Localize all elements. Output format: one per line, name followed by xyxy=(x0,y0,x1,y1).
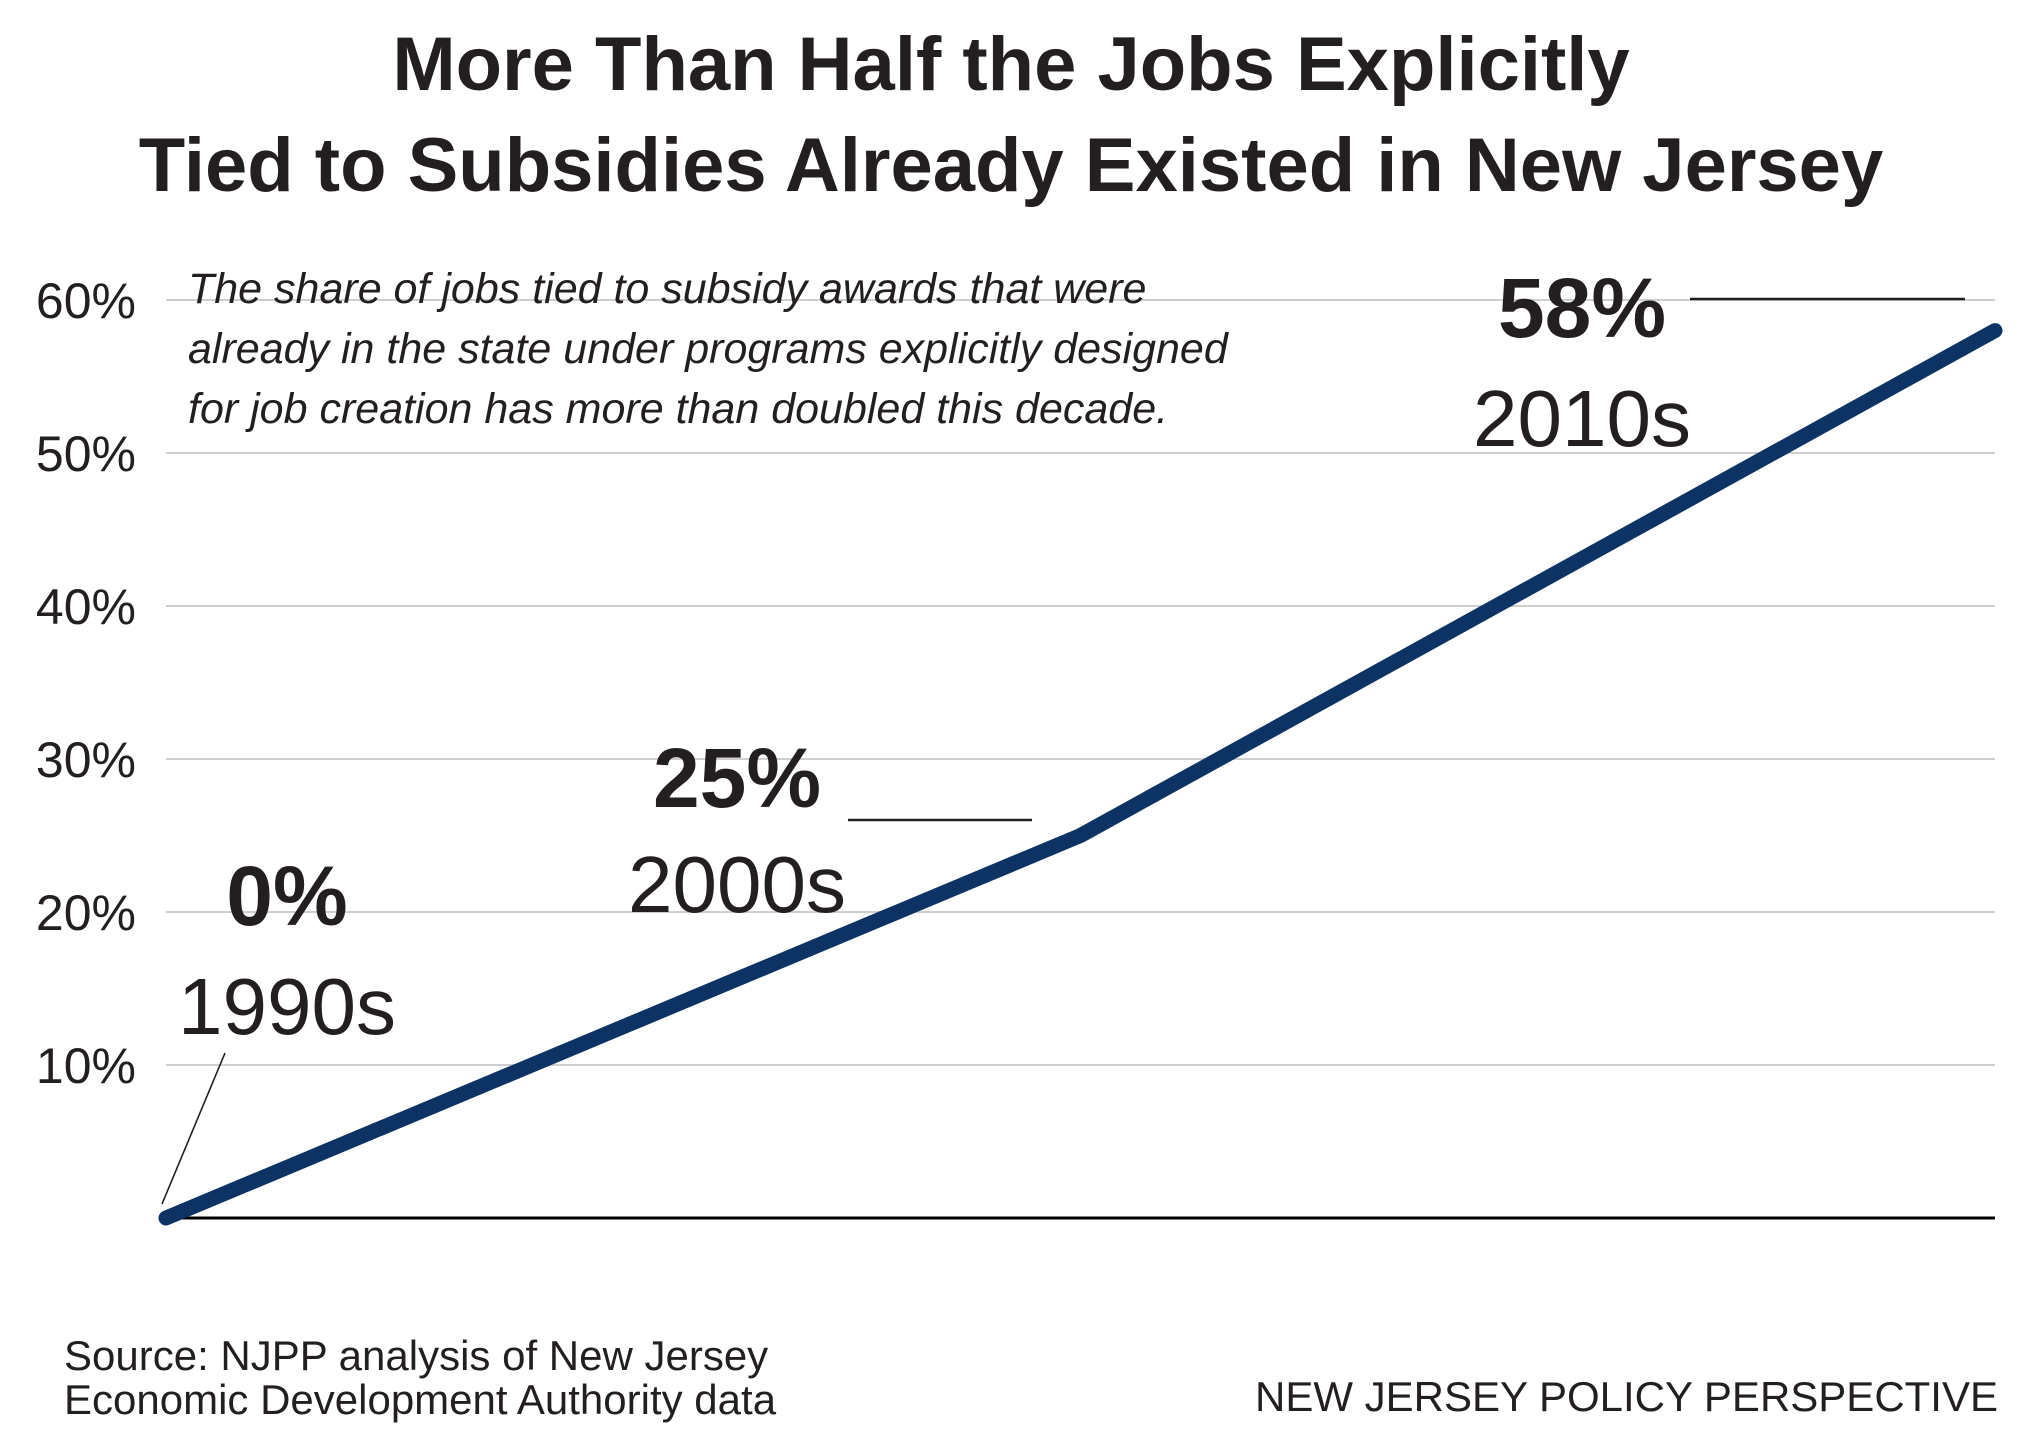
chart-title-line-2: Tied to Subsidies Already Existed in New… xyxy=(139,123,1883,208)
category-label-2010s: 2010s xyxy=(1473,374,1691,463)
annotation-line-2: already in the state under programs expl… xyxy=(188,325,1230,373)
value-label-2000s: 25% xyxy=(653,731,821,825)
y-tick-label-60: 60% xyxy=(36,273,136,329)
y-tick-label-50: 50% xyxy=(36,426,136,482)
data-point-1990s xyxy=(165,1217,167,1219)
source-line-1: Source: NJPP analysis of New Jersey xyxy=(64,1332,768,1379)
y-axis-ticks: 10% 20% 30% 40% 50% 60% xyxy=(36,273,136,1094)
source-line-2: Economic Development Authority data xyxy=(64,1376,777,1423)
series-layer xyxy=(158,323,2003,1226)
y-tick-label-10: 10% xyxy=(36,1038,136,1094)
annotation-line-3: for job creation has more than doubled t… xyxy=(188,385,1168,433)
annotation-line-1: The share of jobs tied to subsidy awards… xyxy=(188,265,1146,313)
value-label-2010s: 58% xyxy=(1498,261,1666,355)
chart-annotation: The share of jobs tied to subsidy awards… xyxy=(188,265,1230,433)
category-label-1990s: 1990s xyxy=(178,962,396,1051)
category-label-2000s: 2000s xyxy=(628,840,846,929)
data-point-2000s xyxy=(1079,834,1082,837)
leader-line-1990s xyxy=(161,1052,226,1205)
value-label-1990s: 0% xyxy=(226,849,347,943)
publisher-credit: NEW JERSEY POLICY PERSPECTIVE xyxy=(1255,1373,1998,1420)
point-labels: 0% 1990s 25% 2000s 58% 2010s xyxy=(178,261,1691,1051)
label-leader-lines xyxy=(161,297,1965,1205)
data-point-2010s xyxy=(1994,329,1996,332)
gridlines xyxy=(166,299,1995,1066)
y-tick-label-30: 30% xyxy=(36,732,136,788)
y-tick-label-40: 40% xyxy=(36,579,136,635)
chart-title-line-1: More Than Half the Jobs Explicitly xyxy=(392,22,1629,107)
y-tick-label-20: 20% xyxy=(36,885,136,941)
series-line xyxy=(158,323,2003,1226)
